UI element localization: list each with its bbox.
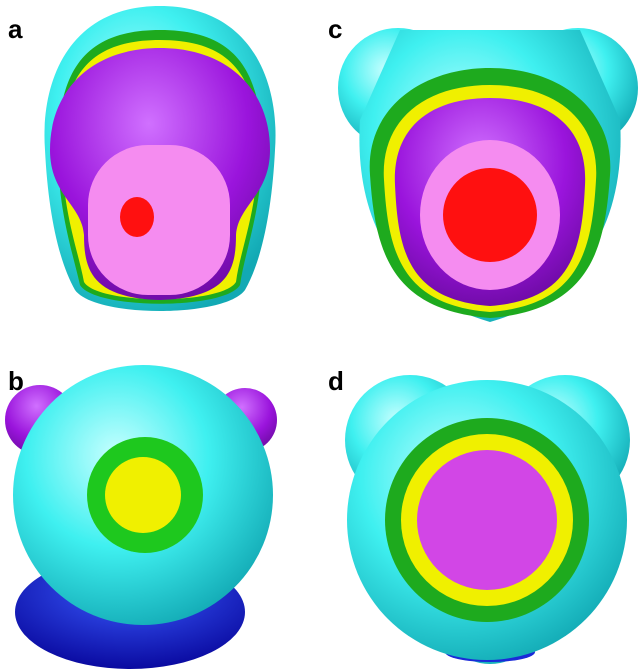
figure: a b c d [0,0,640,669]
panel-d [345,375,630,664]
panel-c [338,28,638,322]
surface-red [120,197,154,237]
surface-magenta [417,450,557,590]
panel-a [44,6,275,311]
page: a b c d (() => { const data = JSON.parse… [0,0,640,669]
panel-label: a [8,14,23,44]
panel-label: b [8,366,24,396]
surface-pink [88,145,230,295]
panel-label: d [328,366,344,396]
panel-b [5,365,277,669]
surface-red [443,168,537,262]
surface-yellow [105,457,181,533]
panel-label: c [328,14,342,44]
